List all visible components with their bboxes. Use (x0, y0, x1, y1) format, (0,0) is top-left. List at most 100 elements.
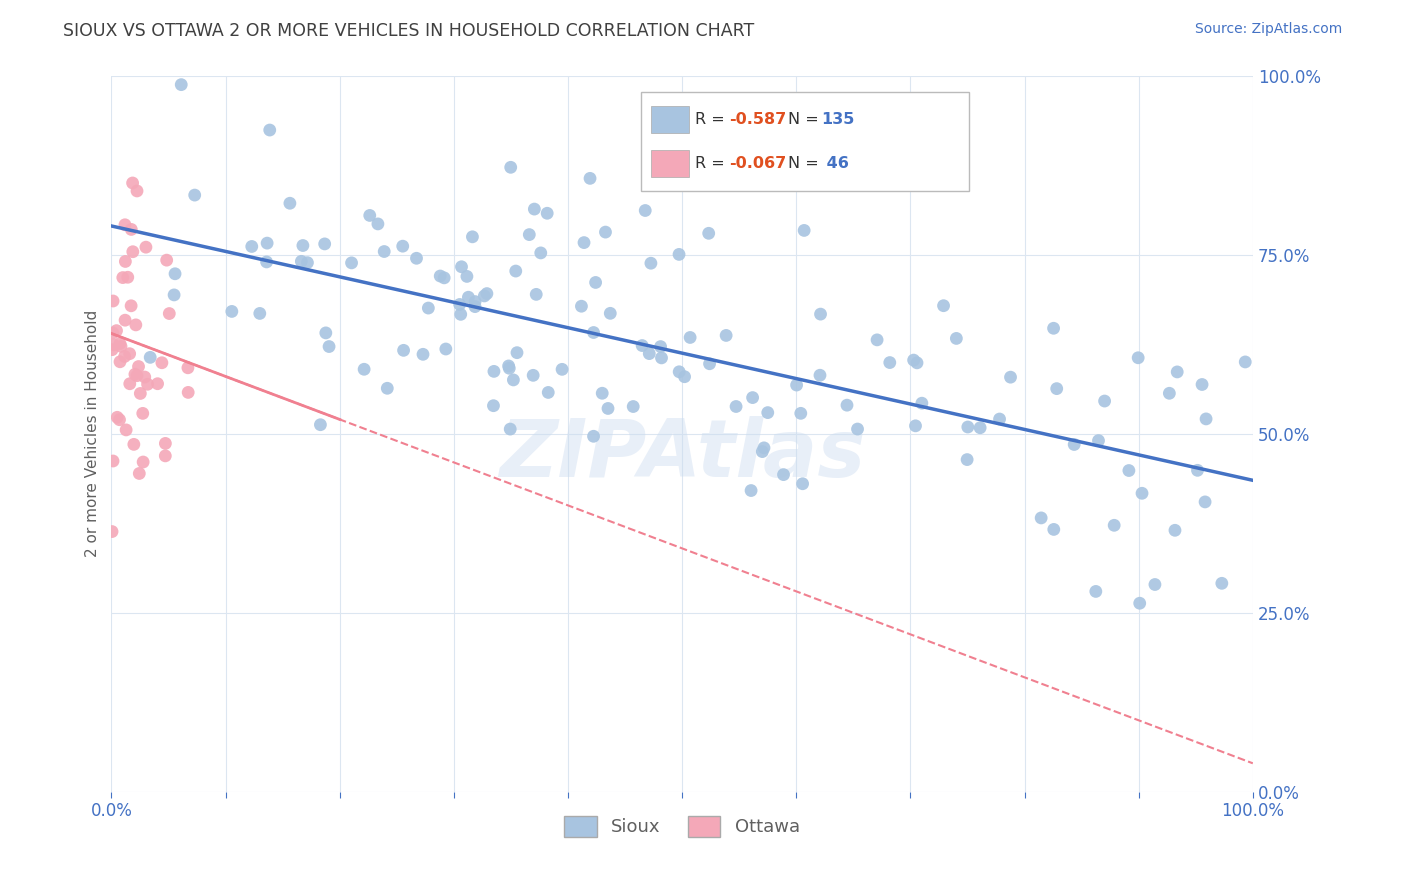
Point (117, 270, 139, 285)
Y-axis label: 2 or more Vehicles in Household: 2 or more Vehicles in Household (86, 310, 100, 558)
Text: -0.067: -0.067 (728, 156, 786, 171)
Point (183, 188, 205, 202)
Point (786, 378, 808, 392)
Point (699, 357, 721, 371)
Point (502, 373, 524, 387)
Point (315, 326, 337, 340)
Point (756, 406, 779, 420)
Point (524, 287, 547, 301)
Point (751, 444, 773, 458)
Point (835, 398, 858, 412)
Point (114, 350, 136, 364)
Point (103, 338, 125, 352)
Point (309, 417, 332, 432)
Point (1143, 577, 1166, 591)
Point (353, 362, 375, 376)
Point (523, 202, 546, 216)
Point (810, 307, 832, 321)
Point (956, 452, 979, 467)
Point (464, 294, 486, 309)
Point (163, 288, 186, 302)
Point (297, 255, 319, 269)
Point (599, 306, 621, 320)
Point (449, 297, 471, 311)
Point (792, 476, 814, 491)
Point (340, 256, 363, 270)
Point (129, 386, 152, 401)
Point (373, 244, 395, 259)
Point (956, 420, 979, 434)
Text: 135: 135 (821, 112, 855, 127)
Point (456, 269, 478, 284)
Point (105, 324, 128, 338)
Point (375, 381, 398, 395)
Point (475, 286, 498, 301)
Point (291, 238, 314, 252)
Point (256, 236, 278, 251)
Point (498, 361, 520, 376)
Point (120, 222, 142, 236)
Point (1187, 463, 1209, 477)
Point (101, 454, 124, 468)
Point (1166, 365, 1188, 379)
Point (1164, 524, 1187, 538)
Point (638, 346, 661, 360)
Point (482, 399, 505, 413)
Point (121, 244, 143, 259)
Point (118, 376, 141, 391)
Text: N =: N = (787, 156, 824, 171)
Point (101, 293, 124, 308)
Point (1042, 523, 1064, 537)
Point (108, 413, 131, 427)
Point (482, 364, 505, 378)
Point (904, 418, 927, 433)
Text: SIOUX VS OTTAWA 2 OR MORE VEHICLES IN HOUSEHOLD CORRELATION CHART: SIOUX VS OTTAWA 2 OR MORE VEHICLES IN HO… (63, 22, 755, 40)
Point (278, 196, 301, 211)
Point (1087, 434, 1109, 448)
Point (866, 333, 889, 347)
Point (434, 342, 457, 356)
Point (115, 423, 138, 437)
Point (536, 206, 558, 220)
Text: ZIPAtlas: ZIPAtlas (499, 417, 865, 494)
Point (499, 161, 522, 175)
Point (128, 467, 150, 481)
Text: R =: R = (695, 112, 730, 127)
Point (392, 343, 415, 358)
Point (631, 338, 654, 352)
Point (249, 306, 271, 320)
Point (318, 340, 340, 354)
Point (114, 313, 136, 327)
Point (101, 524, 124, 539)
Point (969, 421, 991, 435)
Point (640, 256, 662, 270)
Point (135, 240, 157, 254)
Point (134, 370, 156, 384)
Point (879, 355, 901, 369)
Point (157, 307, 180, 321)
Point (125, 184, 148, 198)
Point (240, 239, 263, 253)
Point (1211, 576, 1233, 591)
Point (429, 268, 451, 283)
Point (1031, 511, 1053, 525)
Point (221, 304, 243, 318)
Point (120, 299, 142, 313)
Point (139, 351, 162, 365)
Text: 46: 46 (821, 156, 849, 171)
Point (911, 396, 934, 410)
Text: R =: R = (695, 156, 730, 171)
Point (165, 267, 187, 281)
Point (1063, 437, 1085, 451)
Point (156, 253, 179, 268)
Point (932, 299, 955, 313)
Point (391, 239, 413, 253)
Point (582, 326, 605, 340)
Point (945, 331, 967, 345)
Point (790, 406, 813, 420)
Point (450, 260, 472, 274)
Point (582, 429, 605, 443)
Point (412, 347, 434, 361)
Text: N =: N = (787, 112, 824, 127)
Point (1046, 382, 1069, 396)
